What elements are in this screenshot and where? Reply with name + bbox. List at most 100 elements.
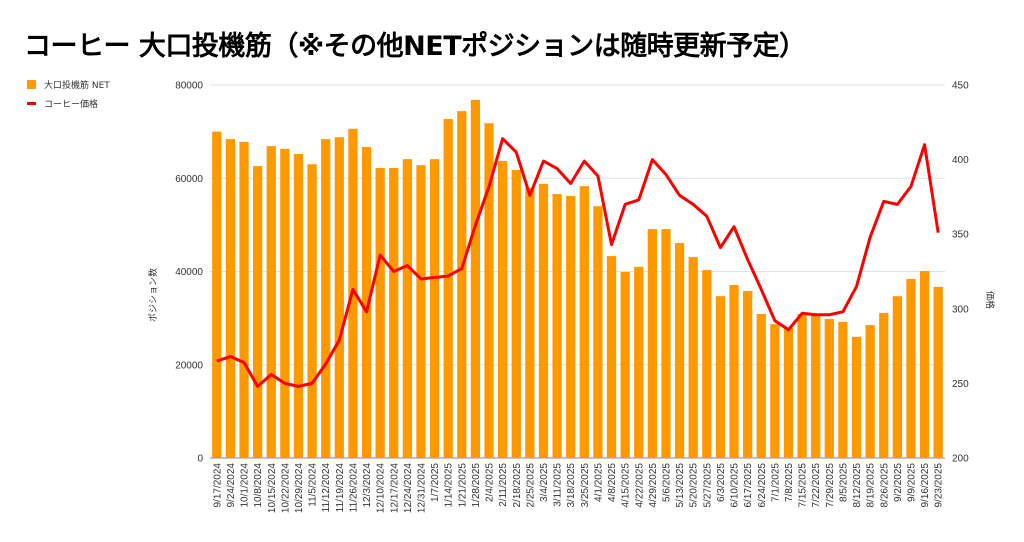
bar: [212, 131, 222, 458]
bar: [702, 270, 712, 458]
bar: [851, 336, 862, 458]
bar: [797, 313, 807, 458]
bar: [498, 160, 508, 458]
x-tick-label: 10/29/2024: [294, 463, 305, 513]
bar: [416, 165, 426, 458]
x-tick-label: 12/17/2024: [389, 463, 400, 513]
bar: [865, 325, 875, 458]
x-tick-label: 11/12/2024: [321, 463, 332, 513]
x-tick-label: 7/15/2025: [798, 463, 809, 508]
x-tick-label: 12/31/2024: [416, 463, 427, 513]
bar: [783, 327, 794, 458]
x-tick-label: 6/10/2025: [730, 463, 741, 508]
x-tick-label: 7/22/2025: [811, 463, 822, 508]
x-tick-label: 5/27/2025: [702, 463, 713, 508]
bar: [470, 99, 481, 459]
x-tick-label: 4/1/2025: [593, 463, 604, 502]
bar: [552, 194, 562, 459]
x-tick-label: 9/17/2024: [212, 463, 223, 508]
x-tick-label: 9/23/2025: [934, 463, 945, 508]
x-tick-label: 11/26/2024: [348, 463, 359, 513]
x-tick-label: 5/13/2025: [675, 463, 686, 508]
bar: [538, 183, 549, 458]
bar: [321, 139, 331, 458]
price-line: [216, 137, 940, 388]
bar: [906, 278, 916, 458]
bar: [389, 167, 399, 458]
y-right-tick-label: 300: [952, 304, 969, 315]
x-tick-label: 10/1/2024: [240, 463, 251, 508]
bar: [688, 257, 698, 458]
bar: [566, 195, 576, 458]
x-tick-label: 12/10/2024: [376, 463, 387, 513]
x-tick-label: 1/21/2025: [457, 463, 468, 508]
bar: [525, 188, 535, 458]
bar: [266, 146, 276, 459]
x-tick-label: 9/9/2025: [906, 463, 917, 502]
legend-label-bars: 大口投機筋 NET: [44, 79, 110, 91]
x-tick-label: 4/15/2025: [621, 463, 632, 508]
x-tick-label: 10/8/2024: [253, 463, 264, 508]
x-tick-label: 2/25/2025: [525, 463, 536, 508]
bar: [620, 271, 630, 458]
bar: [511, 169, 521, 459]
x-tick-label: 7/1/2025: [770, 463, 781, 502]
y-right-tick-label: 250: [952, 379, 969, 390]
y-left-tick-label: 60000: [175, 174, 203, 185]
bar: [674, 243, 685, 458]
x-tick-label: 1/7/2025: [430, 463, 441, 502]
bar: [402, 159, 412, 459]
x-tick-label: 4/29/2025: [648, 463, 659, 508]
x-tick-label: 4/22/2025: [634, 463, 645, 508]
y-left-tick-label: 0: [197, 454, 203, 465]
x-tick-label: 7/29/2025: [825, 463, 836, 508]
x-tick-label: 11/19/2024: [335, 463, 346, 513]
y-left-axis-title: ポジション数: [147, 268, 159, 322]
bar: [811, 313, 821, 458]
bar: [838, 321, 848, 458]
bar: [579, 186, 589, 458]
bar: [933, 286, 943, 458]
x-tick-label: 8/5/2025: [838, 463, 849, 502]
bar: [457, 111, 467, 459]
bar: [743, 291, 753, 458]
x-tick-label: 10/22/2024: [280, 463, 291, 513]
x-tick-label: 3/25/2025: [580, 463, 591, 508]
bar: [225, 139, 236, 458]
bar: [756, 313, 766, 458]
x-tick-label: 3/11/2025: [553, 463, 564, 507]
bar: [239, 141, 249, 458]
y-right-axis-title: 価格: [984, 291, 996, 309]
bar: [334, 137, 344, 458]
bar: [879, 312, 889, 458]
x-tick-label: 1/28/2025: [471, 463, 482, 508]
x-tick-label: 9/16/2025: [920, 463, 931, 508]
y-right-tick-label: 200: [952, 454, 969, 465]
bar: [647, 229, 657, 458]
bar: [443, 119, 453, 458]
y-left-tick-label: 40000: [175, 267, 203, 278]
bar: [634, 266, 644, 458]
y-left-tick-label: 80000: [175, 81, 203, 92]
bar: [770, 324, 780, 458]
bar: [293, 154, 304, 458]
y-right-tick-label: 400: [952, 155, 969, 166]
bar: [661, 229, 671, 458]
y-left-tick-label: 20000: [175, 360, 203, 371]
bar: [824, 319, 834, 458]
x-tick-label: 11/5/2024: [308, 463, 319, 507]
x-tick-label: 5/20/2025: [689, 463, 700, 508]
legend-swatch-line: [27, 102, 36, 105]
legend-label-line: コーヒー価格: [44, 98, 98, 110]
x-tick-label: 3/18/2025: [566, 463, 577, 508]
x-tick-label: 12/24/2024: [403, 463, 414, 513]
bar: [429, 159, 440, 459]
x-tick-label: 12/3/2024: [362, 463, 373, 508]
x-tick-label: 6/3/2025: [716, 463, 727, 502]
x-tick-label: 9/2/2025: [893, 463, 904, 502]
bar: [892, 296, 902, 458]
bar: [484, 123, 494, 459]
x-tick-label: 7/8/2025: [784, 463, 795, 502]
